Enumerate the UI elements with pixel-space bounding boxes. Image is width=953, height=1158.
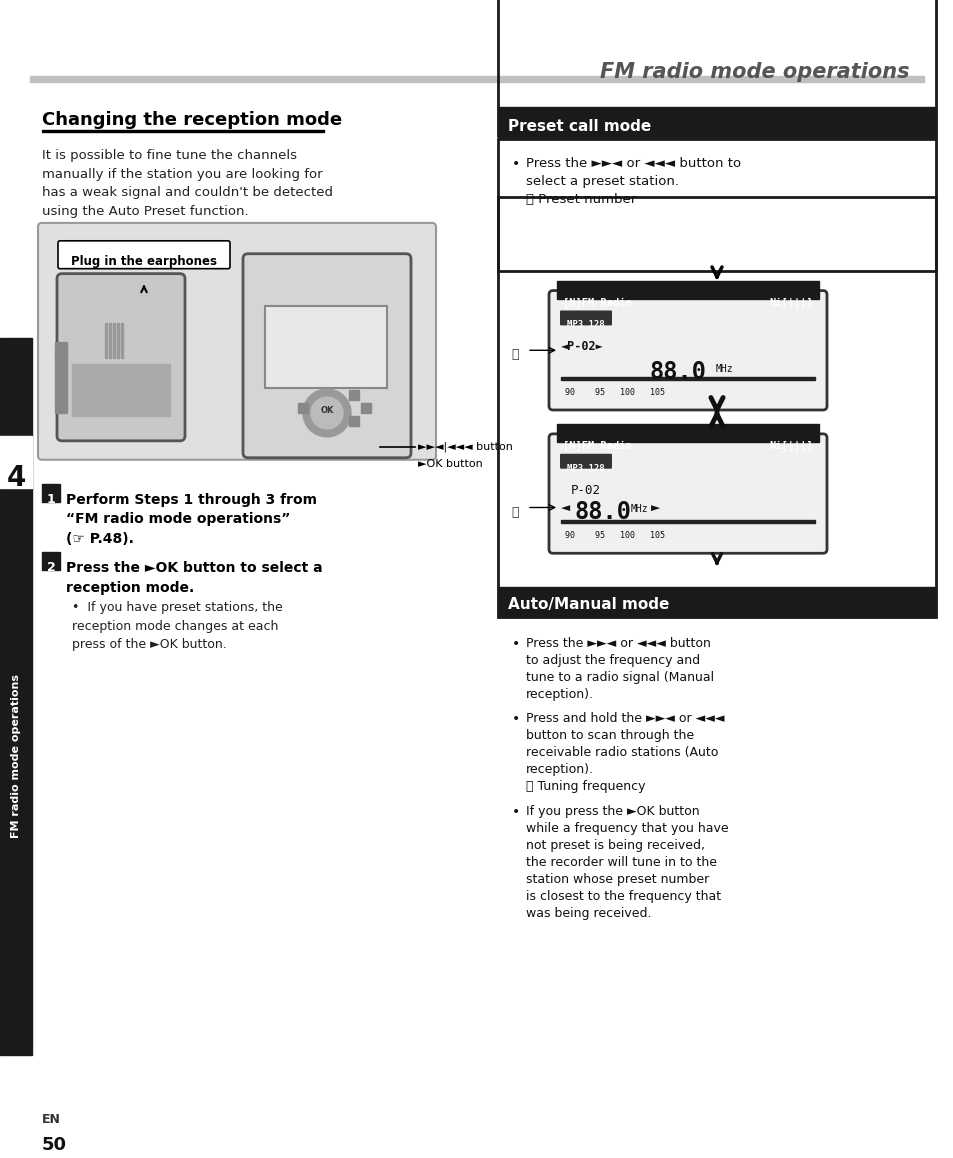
Text: the recorder will tune in to the: the recorder will tune in to the	[525, 856, 717, 868]
FancyBboxPatch shape	[57, 273, 185, 441]
Bar	[497, 0, 935, 138]
Text: station whose preset number: station whose preset number	[525, 873, 708, 886]
Bar	[560, 520, 814, 523]
Text: Press the ►►◄ or ◄◄◄ button to: Press the ►►◄ or ◄◄◄ button to	[525, 157, 740, 170]
Text: ◄P-02►: ◄P-02►	[560, 340, 603, 353]
Bar	[349, 390, 358, 400]
Bar	[42, 484, 60, 501]
Text: Press the ►►◄ or ◄◄◄ button: Press the ►►◄ or ◄◄◄ button	[525, 637, 710, 650]
Bar	[117, 323, 119, 358]
Text: MHz: MHz	[716, 365, 733, 374]
Text: 4: 4	[7, 463, 26, 492]
FancyBboxPatch shape	[548, 291, 826, 410]
Text: •: •	[512, 157, 519, 171]
Text: EN: EN	[42, 1113, 61, 1126]
FancyBboxPatch shape	[38, 222, 436, 460]
Text: ►: ►	[650, 499, 659, 514]
Bar	[0, 338, 32, 1055]
Text: FM radio mode operations: FM radio mode operations	[11, 674, 21, 838]
Bar	[121, 323, 123, 358]
Text: If you press the ►OK button: If you press the ►OK button	[525, 805, 699, 818]
Text: select a preset station.: select a preset station.	[525, 175, 679, 188]
Text: Perform Steps 1 through 3 from
“FM radio mode operations”
(☞ P.48).: Perform Steps 1 through 3 from “FM radio…	[66, 492, 316, 545]
Bar	[297, 403, 308, 413]
Text: ►►◄|◄◄◄ button: ►►◄|◄◄◄ button	[417, 442, 513, 453]
Bar	[560, 378, 814, 380]
Bar	[557, 424, 818, 442]
Text: MP3 128: MP3 128	[567, 321, 604, 329]
Bar	[497, 108, 935, 138]
Circle shape	[303, 389, 351, 437]
Bar	[112, 323, 115, 358]
Text: •: •	[512, 637, 519, 651]
Text: •  If you have preset stations, the
reception mode changes at each
press of the : • If you have preset stations, the recep…	[71, 601, 282, 651]
Bar	[497, 139, 935, 271]
Bar	[497, 587, 935, 617]
Text: P-02: P-02	[571, 484, 600, 497]
Text: ◄: ◄	[560, 499, 570, 514]
Bar	[42, 552, 60, 570]
Text: Ni[|||]: Ni[|||]	[768, 441, 812, 452]
Text: button to scan through the: button to scan through the	[525, 730, 694, 742]
Text: not preset is being received,: not preset is being received,	[525, 838, 704, 852]
Text: Auto/Manual mode: Auto/Manual mode	[507, 598, 669, 613]
FancyBboxPatch shape	[559, 454, 612, 469]
FancyBboxPatch shape	[243, 254, 411, 457]
Text: 2: 2	[47, 562, 55, 574]
Bar	[349, 416, 358, 426]
Text: OK: OK	[320, 406, 334, 416]
Text: 90    95   100   105: 90 95 100 105	[564, 532, 664, 541]
Bar	[30, 75, 923, 81]
Bar	[55, 343, 67, 357]
Text: ⓑ: ⓑ	[511, 506, 518, 519]
Bar	[109, 323, 111, 358]
Text: Preset call mode: Preset call mode	[507, 119, 651, 134]
Text: ►OK button: ►OK button	[417, 459, 482, 469]
Text: •: •	[512, 805, 519, 819]
Text: [N]FM Radio: [N]FM Radio	[562, 441, 631, 452]
Bar	[497, 197, 935, 617]
Text: 88.0: 88.0	[649, 360, 706, 384]
Text: Plug in the earphones: Plug in the earphones	[71, 255, 216, 267]
Bar	[360, 403, 371, 413]
Bar	[265, 307, 387, 388]
Text: Press and hold the ►►◄ or ◄◄◄: Press and hold the ►►◄ or ◄◄◄	[525, 712, 723, 726]
Text: ⓐ: ⓐ	[511, 349, 518, 361]
Text: MHz: MHz	[630, 504, 648, 513]
Text: was being received.: was being received.	[525, 907, 651, 919]
Bar	[497, 589, 935, 1007]
Bar	[55, 353, 67, 413]
Bar	[42, 131, 324, 132]
Text: •: •	[512, 712, 519, 726]
Text: [N]FM Radio: [N]FM Radio	[562, 298, 631, 308]
Text: Press the ►OK button to select a
reception mode.: Press the ►OK button to select a recepti…	[66, 562, 322, 595]
Text: 1: 1	[47, 492, 55, 506]
Text: receivable radio stations (Auto: receivable radio stations (Auto	[525, 746, 718, 760]
Bar	[71, 365, 170, 416]
Text: reception).: reception).	[525, 763, 594, 776]
Circle shape	[311, 397, 343, 428]
Text: 50: 50	[42, 1136, 67, 1155]
Text: while a frequency that you have: while a frequency that you have	[525, 822, 728, 835]
Text: ⓑ Tuning frequency: ⓑ Tuning frequency	[525, 780, 645, 793]
Bar	[557, 280, 818, 299]
Text: FM radio mode operations: FM radio mode operations	[599, 61, 909, 82]
Text: ⓐ Preset number: ⓐ Preset number	[525, 193, 636, 206]
Text: tune to a radio signal (Manual: tune to a radio signal (Manual	[525, 670, 714, 683]
Text: is closest to the frequency that: is closest to the frequency that	[525, 889, 720, 902]
FancyBboxPatch shape	[58, 241, 230, 269]
Text: 88.0: 88.0	[575, 499, 631, 523]
Text: 90    95   100   105: 90 95 100 105	[564, 388, 664, 397]
Text: to adjust the frequency and: to adjust the frequency and	[525, 654, 700, 667]
FancyBboxPatch shape	[548, 434, 826, 554]
Bar	[105, 323, 107, 358]
FancyBboxPatch shape	[559, 310, 612, 325]
Text: It is possible to fine tune the channels
manually if the station you are looking: It is possible to fine tune the channels…	[42, 149, 333, 218]
Text: Changing the reception mode: Changing the reception mode	[42, 111, 342, 130]
Text: MP3 128: MP3 128	[567, 463, 604, 472]
Bar	[0, 435, 32, 488]
Text: Ni[|||]: Ni[|||]	[768, 298, 812, 308]
Text: reception).: reception).	[525, 688, 594, 701]
